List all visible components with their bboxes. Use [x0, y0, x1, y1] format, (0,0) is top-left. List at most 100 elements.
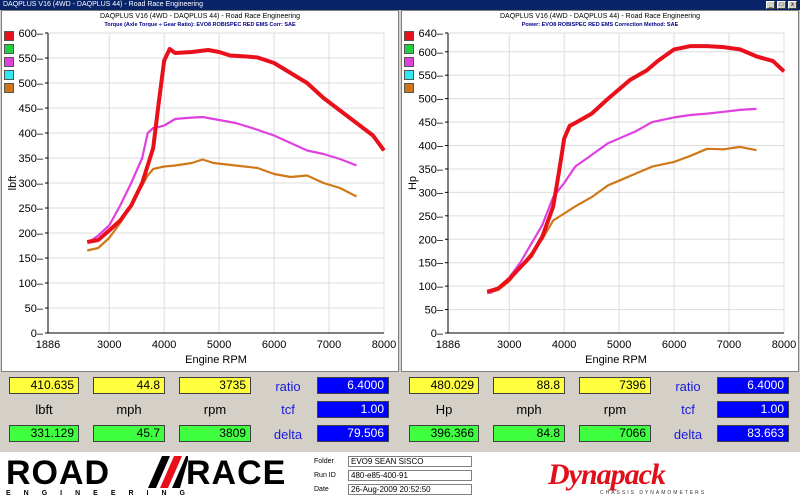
y-tick-label: 50–: [25, 303, 44, 315]
ratio-label: ratio: [675, 379, 701, 394]
x-tick-label: 3000: [97, 339, 121, 351]
close-button[interactable]: x: [788, 1, 797, 9]
y-tick-label: 450–: [19, 103, 44, 115]
unit-label: rpm: [203, 402, 227, 417]
unit-label: mph: [116, 402, 142, 417]
torque-chart-subheader: Torque (Axle Torque ÷ Gear Ratio): EVO8 …: [104, 22, 296, 28]
y-tick-label: 250–: [19, 203, 44, 215]
y-tick-label: 100–: [19, 278, 44, 290]
window-titlebar: DAQPLUS V16 (4WD - DAQPLUS 44) - Road Ra…: [0, 0, 800, 10]
mph-bottom-value: 84.8: [493, 425, 565, 442]
x-tick-label: 6000: [662, 339, 686, 351]
y-axis-label: lbft: [7, 176, 19, 191]
y-tick-label: 400–: [19, 128, 44, 140]
ratio-label: ratio: [275, 379, 301, 394]
hp-top-value: 480.029: [409, 377, 479, 394]
torque-chart-panel: 0– 50– 100– 150– 200– 250– 300– 350– 400– 450– 500…: [1, 10, 399, 372]
minimize-button[interactable]: _: [766, 1, 775, 9]
y-tick-label: 200–: [19, 228, 44, 240]
tcf-label: tcf: [281, 402, 295, 417]
torque-bottom-value: 331.129: [9, 425, 79, 442]
y-tick-label: 200–: [419, 234, 444, 246]
runid-field[interactable]: 480-e85-400-91: [348, 470, 472, 481]
x-tick-label: 4000: [152, 339, 176, 351]
x-axis-label: Engine RPM: [585, 354, 647, 366]
x-tick-label: 1886: [436, 339, 460, 351]
y-tick-label: 550–: [419, 70, 444, 82]
y-tick-label: 400–: [419, 141, 444, 153]
y-axis-label: Hp: [407, 176, 419, 190]
y-tick-label: 600–: [19, 28, 44, 40]
rpm-bottom-value: 7066: [579, 425, 651, 442]
y-tick-label: 250–: [419, 211, 444, 223]
y-tick-label: 550–: [19, 53, 44, 65]
series-line: [89, 115, 357, 243]
legend-swatch-cyan[interactable]: [4, 70, 14, 80]
x-tick-label: 7000: [717, 339, 741, 351]
delta-value: 83.663: [717, 425, 789, 442]
power-chart: 0– 50– 100– 150– 200– 250– 300– 350– 400– 450– 500…: [407, 28, 796, 366]
dynapack-subtitle: CHASSIS DYNAMOMETERS: [600, 490, 707, 496]
dynapack-logo: Dynapack: [548, 458, 666, 491]
x-tick-label: 7000: [317, 339, 341, 351]
tcf-value: 1.00: [317, 401, 389, 418]
legend-swatch-magenta[interactable]: [4, 57, 14, 67]
legend-swatch-orange[interactable]: [404, 83, 414, 93]
torque-chart-header: DAQPLUS V16 (4WD - DAQPLUS 44) - Road Ra…: [100, 13, 300, 20]
y-tick-label: 0–: [31, 328, 44, 340]
power-chart-panel: 0– 50– 100– 150– 200– 250– 300– 350– 400– 450– 500…: [401, 10, 799, 372]
date-label: Date: [314, 486, 329, 493]
folder-label: Folder: [314, 458, 334, 465]
x-tick-label: 5000: [607, 339, 631, 351]
mph-top-value: 44.8: [93, 377, 165, 394]
road-race-logo-right: RACE: [186, 454, 287, 492]
y-tick-label: 300–: [19, 178, 44, 190]
rpm-bottom-value: 3809: [179, 425, 251, 442]
legend-swatch-green[interactable]: [4, 44, 14, 54]
x-tick-label: 3000: [497, 339, 521, 351]
x-tick-label: 6000: [262, 339, 286, 351]
mph-top-value: 88.8: [493, 377, 565, 394]
legend-swatch-cyan[interactable]: [404, 70, 414, 80]
ratio-value: 6.4000: [317, 377, 389, 394]
unit-label: lbft: [35, 402, 53, 417]
legend-swatch-red[interactable]: [404, 31, 414, 41]
hp-bottom-value: 396.366: [409, 425, 479, 442]
mph-bottom-value: 45.7: [93, 425, 165, 442]
torque-top-value: 410.635: [9, 377, 79, 394]
y-tick-label: 50–: [425, 305, 444, 317]
delta-value: 79.506: [317, 425, 389, 442]
legend-swatch-orange[interactable]: [4, 83, 14, 93]
date-field[interactable]: 26-Aug-2009 20:52:50: [348, 484, 472, 495]
legend-swatch-red[interactable]: [4, 31, 14, 41]
series-line: [489, 107, 757, 295]
y-tick-label: 100–: [419, 281, 444, 293]
unit-label: Hp: [435, 402, 453, 417]
series-line: [86, 47, 386, 244]
y-tick-label: 350–: [419, 164, 444, 176]
legend-swatch-magenta[interactable]: [404, 57, 414, 67]
unit-label: rpm: [603, 402, 627, 417]
tcf-label: tcf: [681, 402, 695, 417]
tcf-value: 1.00: [717, 401, 789, 418]
series-line: [486, 44, 786, 294]
y-tick-label: 300–: [419, 187, 444, 199]
runid-label: Run ID: [314, 472, 336, 479]
logo-subtitle: ENGINEERING: [6, 490, 199, 497]
ratio-value: 6.4000: [717, 377, 789, 394]
unit-label: mph: [516, 402, 542, 417]
folder-field[interactable]: EVO9 SEAN SISCO: [348, 456, 472, 467]
y-tick-label: 0–: [431, 328, 444, 340]
series-line: [86, 158, 358, 252]
y-tick-label: 450–: [419, 117, 444, 129]
delta-label: delta: [673, 427, 703, 442]
x-axis-label: Engine RPM: [185, 354, 247, 366]
maximize-button[interactable]: □: [777, 1, 786, 9]
power-chart-header: DAQPLUS V16 (4WD - DAQPLUS 44) - Road Ra…: [500, 13, 700, 20]
y-tick-label: 500–: [19, 78, 44, 90]
y-tick-label: 500–: [419, 94, 444, 106]
x-tick-label: 4000: [552, 339, 576, 351]
legend-swatch-green[interactable]: [404, 44, 414, 54]
y-tick-label: 350–: [19, 153, 44, 165]
x-tick-label: 1886: [36, 339, 60, 351]
